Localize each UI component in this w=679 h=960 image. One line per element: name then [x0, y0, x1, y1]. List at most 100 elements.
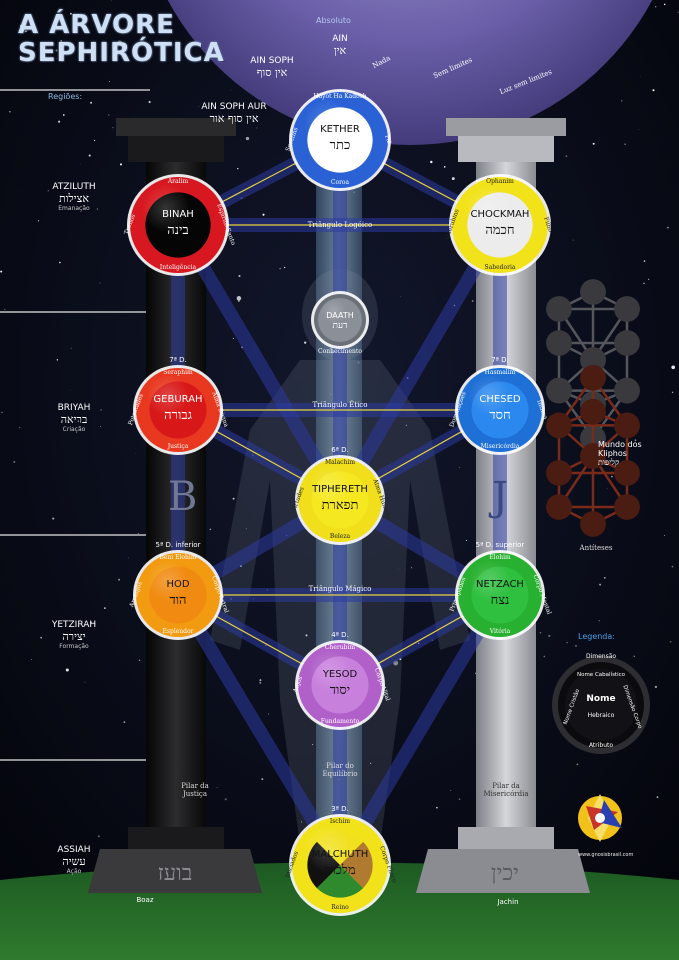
- sephira-dimension: 5ª D. superior: [475, 541, 525, 549]
- legend-atributo: Atributo: [588, 742, 614, 749]
- star: [633, 655, 635, 657]
- legend-hebraico: Hebraico: [587, 712, 615, 719]
- veil-absoluto: Absoluto: [316, 16, 351, 25]
- regions-label: Regiões:: [48, 92, 83, 101]
- star: [411, 567, 413, 569]
- star: [19, 24, 23, 28]
- world-sub: Formação: [59, 643, 89, 650]
- star: [640, 76, 641, 78]
- sephira-shine: [468, 559, 511, 602]
- kliphos-node: [546, 296, 572, 322]
- star: [90, 101, 93, 104]
- star: [94, 139, 96, 142]
- path-binah-tiphereth: [171, 221, 347, 504]
- legend-diagram: [552, 656, 650, 754]
- star: [598, 620, 600, 622]
- kliphos-node: [546, 494, 572, 520]
- antiteses-label: Antíteses: [579, 544, 613, 552]
- star: [224, 798, 227, 801]
- sephira-attribute: Beleza: [329, 533, 351, 540]
- star: [663, 3, 666, 6]
- star: [655, 6, 657, 8]
- star: [259, 679, 262, 682]
- star: [305, 634, 308, 637]
- star: [56, 359, 59, 361]
- sephira-hod: [133, 550, 223, 640]
- world-yetzirah: YETZIRAH יצירה Formação: [24, 620, 124, 650]
- star: [652, 89, 655, 92]
- sephira-geburah: [133, 365, 223, 455]
- star: [9, 111, 11, 113]
- world-hebrew: עשיה: [62, 855, 86, 868]
- star: [654, 685, 658, 689]
- star: [405, 424, 407, 426]
- star: [119, 163, 123, 166]
- veil-nada: Nada: [371, 54, 392, 70]
- star: [397, 568, 399, 569]
- star: [111, 0, 113, 2]
- world-name: ASSIAH: [57, 845, 91, 855]
- website-label: www.gnosisbrasil.com: [578, 852, 634, 858]
- star: [656, 796, 659, 798]
- star: [128, 557, 129, 559]
- path-netzach-malchuth: [333, 591, 507, 869]
- veil-ain: AIN אין: [320, 34, 360, 57]
- star: [65, 668, 69, 672]
- sephira-name: DAATH: [326, 311, 354, 320]
- star: [137, 532, 139, 534]
- pillar-boaz-hebrew: בועז: [157, 861, 193, 886]
- kliphos-node: [546, 460, 572, 486]
- triangle-magico-label: Triângulo Mágico: [308, 585, 372, 593]
- star: [108, 114, 110, 116]
- sephira-angel-name: Elohim: [489, 554, 511, 561]
- star: [443, 166, 446, 168]
- pillar-boaz-label: Boaz: [136, 896, 154, 904]
- star: [283, 266, 286, 269]
- sephira-shine: [142, 184, 190, 233]
- star: [123, 721, 126, 723]
- sephira-shine: [464, 184, 512, 233]
- star: [118, 578, 121, 581]
- star: [123, 44, 125, 46]
- star: [262, 213, 265, 216]
- sephira-name: CHESED: [479, 394, 521, 405]
- star: [55, 58, 57, 60]
- star: [117, 40, 123, 46]
- sephira-netzach: [455, 550, 545, 640]
- star: [620, 99, 623, 102]
- sephira-attribute: Reino: [331, 904, 349, 911]
- kliphos-node: [580, 364, 606, 391]
- star: [99, 282, 101, 284]
- star: [109, 81, 111, 82]
- star: [1, 411, 3, 414]
- kliphos-node: [614, 460, 640, 486]
- star: [663, 535, 665, 536]
- star: [245, 136, 250, 141]
- star: [267, 713, 270, 715]
- star: [430, 160, 433, 164]
- star: [148, 100, 151, 104]
- sephira-shine: [304, 824, 352, 873]
- world-sub: Ação: [66, 868, 82, 875]
- sephira-daath: [311, 291, 369, 349]
- title-line-2: SEPHIRÓTICA: [18, 38, 225, 68]
- sephira-angel-name: Cherubim: [324, 644, 356, 651]
- veil-sem-limites: Sem limites: [432, 55, 474, 81]
- star: [245, 528, 247, 530]
- star: [62, 114, 65, 116]
- star: [666, 226, 669, 229]
- star: [23, 28, 28, 33]
- gnosis-logo: [578, 794, 622, 842]
- pillar-equilibrio-label: Pilar do Equilíbrio: [322, 762, 358, 778]
- star: [70, 12, 72, 15]
- star: [458, 467, 460, 468]
- sephira-name: HOD: [166, 579, 190, 590]
- kliphos-node: [580, 511, 606, 537]
- star: [236, 296, 242, 301]
- star: [100, 409, 102, 411]
- sephira-name: KETHER: [320, 124, 360, 135]
- star: [138, 659, 141, 661]
- star: [4, 308, 6, 310]
- sephira-name: GEBURAH: [153, 394, 203, 405]
